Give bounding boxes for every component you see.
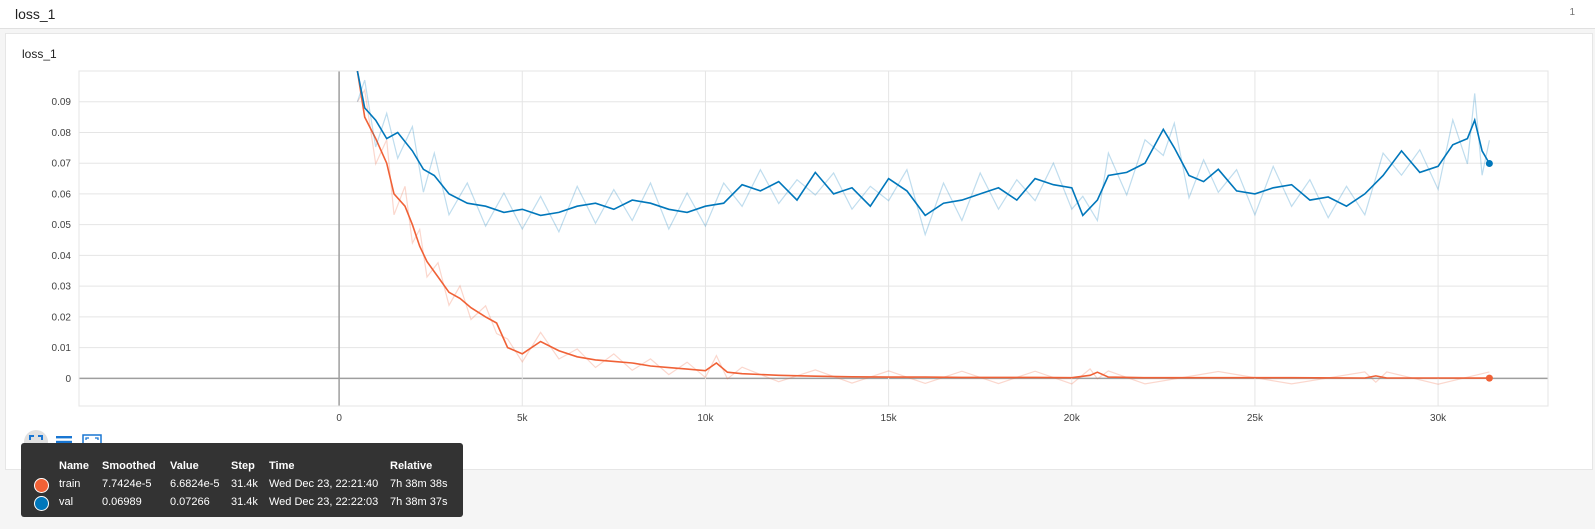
train-color-swatch: [34, 478, 49, 493]
train-last-point: [1485, 374, 1493, 382]
tooltip-train-time: Wed Dec 23, 22:21:40: [269, 478, 379, 490]
run-group-header[interactable]: loss_1 1: [0, 0, 1595, 29]
tooltip-val-step: 31.4k: [231, 496, 258, 508]
tooltip-val-name: val: [59, 496, 74, 508]
y-tick-label: 0.01: [52, 343, 72, 354]
val-color-swatch: [34, 496, 49, 511]
tooltip-header-value: Value: [170, 460, 199, 472]
tooltip-train-value: 6.6824e-5: [170, 478, 220, 490]
tooltip-train-name: train: [59, 478, 81, 490]
tooltip-train-step: 31.4k: [231, 478, 258, 490]
tooltip-train-smoothed: 7.7424e-5: [102, 478, 152, 490]
tooltip-header-step: Step: [231, 460, 255, 472]
x-tick-label: 25k: [1247, 413, 1264, 424]
y-tick-label: 0.07: [52, 159, 72, 170]
y-tick-label: 0.02: [52, 312, 72, 323]
train-series-line: [356, 71, 1490, 379]
group-title: loss_1: [15, 6, 56, 22]
tooltip-val-smoothed: 0.06989: [102, 496, 142, 508]
tooltip-header-name: Name: [59, 460, 89, 472]
chart-title: loss_1: [22, 47, 57, 61]
tooltip-val-time: Wed Dec 23, 22:22:03: [269, 496, 379, 508]
y-tick-label: 0.04: [52, 251, 72, 262]
tooltip-header-time: Time: [269, 460, 295, 472]
fit-domain-icon: [29, 435, 43, 449]
card-count: 1: [1569, 7, 1575, 18]
chart-card: loss_1 0 0.01 0.02 0.03 0.04 0.05 0.06 0.07 0.08…: [5, 33, 1593, 470]
y-tick-label: 0: [65, 374, 71, 385]
x-tick-label: 15k: [881, 413, 898, 424]
x-tick-label: 10k: [697, 413, 714, 424]
plot-frame: [78, 70, 1549, 407]
y-tick-label: 0.09: [52, 97, 72, 108]
x-tick-label: 30k: [1430, 413, 1447, 424]
x-tick-label: 20k: [1064, 413, 1081, 424]
y-tick-label: 0.08: [52, 128, 72, 139]
y-tick-label: 0.05: [52, 220, 72, 231]
tooltip-val-relative: 7h 38m 37s: [390, 496, 448, 508]
x-tick-label: 5k: [517, 413, 529, 424]
line-chart[interactable]: 0 0.01 0.02 0.03 0.04 0.05 0.06 0.07 0.08 0.09 0 5k…: [6, 34, 1592, 429]
y-tick-label: 0.03: [52, 282, 72, 293]
x-tick-label: 0: [336, 413, 342, 424]
tooltip-header-relative: Relative: [390, 460, 433, 472]
tooltip-val-value: 0.07266: [170, 496, 210, 508]
train-raw-line: [356, 88, 1490, 385]
chart-tooltip: Name Smoothed Value Step Time Relative t…: [21, 443, 463, 517]
val-last-point: [1485, 160, 1493, 168]
tooltip-header-smoothed: Smoothed: [102, 460, 156, 472]
tooltip-train-relative: 7h 38m 38s: [390, 478, 448, 490]
y-tick-label: 0.06: [52, 189, 72, 200]
val-series-line: [356, 71, 1491, 217]
